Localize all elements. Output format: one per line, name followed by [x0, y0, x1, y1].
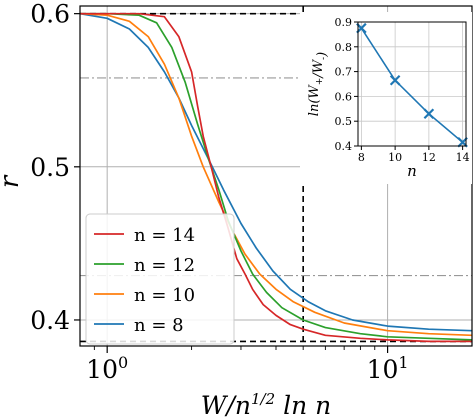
main-y-axis-label: r	[0, 174, 25, 188]
inset-y-ticks: 0.4 0.5 0.6 0.7 0.8 0.9	[335, 16, 358, 153]
inset-x-tick-label: 14	[456, 151, 470, 164]
inset-x-ticks: 8 10 12 14	[358, 146, 470, 164]
main-y-ticks: 0.4 0.5 0.6	[30, 0, 80, 335]
legend-label: n = 8	[134, 315, 184, 336]
inset-x-tick-label: 10	[388, 151, 402, 164]
inset-x-tick-label: 12	[422, 151, 436, 164]
x-tick-label: 101	[367, 353, 409, 384]
x-tick-label: 100	[86, 353, 128, 384]
series-line-n12	[80, 12, 473, 341]
inset-y-tick-label: 0.5	[335, 115, 353, 128]
inset-chart: 8 10 12 14 0.4 0.5 0.6 0.7 0.8 0.9 n ln(W+/W-)	[300, 12, 472, 184]
inset-y-tick-label: 0.9	[335, 16, 353, 29]
inset-y-tick-label: 0.8	[335, 41, 353, 54]
inset-plot-frame	[357, 21, 467, 147]
inset-x-axis-label: n	[407, 162, 417, 180]
inset-x-tick-label: 8	[358, 151, 365, 164]
main-x-axis-label: W/n1/2 ln n	[201, 390, 331, 418]
legend-label: n = 14	[134, 225, 195, 246]
y-tick-label: 0.6	[30, 0, 70, 29]
inset-y-tick-label: 0.7	[335, 66, 353, 79]
main-x-ticks: 100 101	[86, 346, 409, 384]
legend-label: n = 12	[134, 255, 195, 276]
inset-y-tick-label: 0.4	[335, 140, 353, 153]
legend-box	[85, 213, 235, 345]
inset-data-marker	[389, 75, 401, 86]
y-tick-label: 0.5	[30, 153, 70, 182]
y-tick-label: 0.4	[30, 306, 70, 335]
legend: n = 14 n = 12 n = 10 n = 8	[85, 213, 235, 345]
inset-data-marker	[423, 108, 435, 120]
series-line-n8	[79, 12, 473, 332]
series-line-n14	[80, 12, 472, 343]
legend-label: n = 10	[134, 285, 195, 306]
inset-series-line	[360, 27, 464, 143]
inset-background	[300, 12, 472, 184]
inset-y-axis-label: ln(W+/W-)	[307, 52, 330, 116]
inset-y-tick-label: 0.6	[335, 90, 353, 103]
